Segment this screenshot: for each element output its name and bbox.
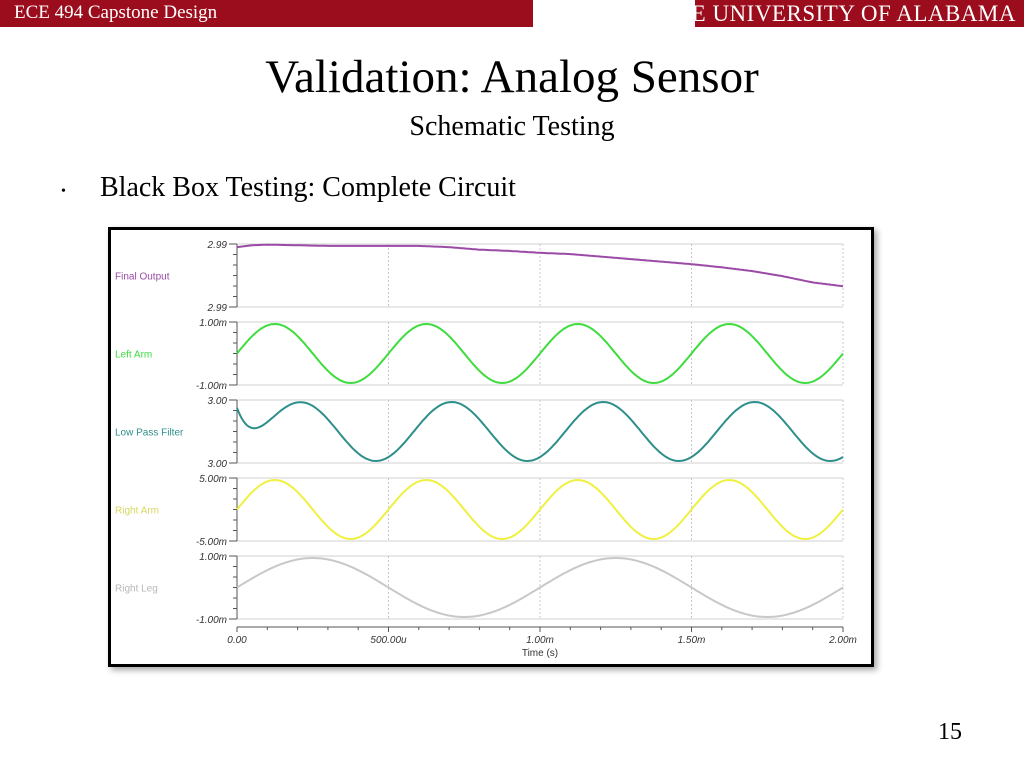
y-tick-label-max: 2.99: [207, 240, 228, 251]
x-tick-label: 2.00m: [828, 635, 857, 646]
y-tick-label-min: -1.00m: [196, 615, 227, 626]
header-banner-gap: [533, 0, 695, 27]
university-name: THE UNIVERSITY OF ALABAMA: [659, 1, 1016, 26]
script-a-icon: [497, 0, 521, 26]
slide-subtitle: Schematic Testing: [409, 111, 615, 142]
series-line: [236, 400, 844, 463]
bullet-text: Black Box Testing: Complete Circuit: [100, 172, 516, 203]
y-tick-label-max: 5.00m: [199, 474, 227, 485]
y-tick-label-min: -1.00m: [196, 381, 227, 392]
series-label: Right Leg: [115, 584, 158, 595]
y-tick-label-min: 2.99: [207, 303, 228, 314]
series-label: Final Output: [115, 272, 170, 283]
x-tick-label: 0.00: [227, 635, 247, 646]
series-label: Right Arm: [115, 506, 159, 517]
oscilloscope-chart: 2.99 2.99 Final Output 1.00m -1.00m Left Arm 3…: [115, 240, 857, 659]
series-label: Low Pass Filter: [115, 428, 184, 439]
y-tick-label-max: 3.00: [208, 396, 228, 407]
page-number: 15: [938, 719, 962, 745]
y-tick-label-min: -5.00m: [196, 537, 227, 548]
y-tick-label-min: 3.00: [208, 459, 228, 470]
course-title: ECE 494 Capstone Design: [14, 2, 218, 23]
y-tick-label-max: 1.00m: [199, 552, 227, 563]
series-label: Left Arm: [115, 350, 152, 361]
x-tick-label: 1.50m: [678, 635, 706, 646]
x-tick-label: 1.00m: [526, 635, 554, 646]
scope-chart-frame: 2.99 2.99 Final Output 1.00m -1.00m Left Arm 3…: [108, 227, 874, 667]
bullet-marker: •: [61, 184, 66, 199]
x-axis-label: Time (s): [522, 648, 558, 659]
y-tick-label-max: 1.00m: [199, 318, 227, 329]
x-tick-label: 500.00u: [370, 635, 407, 646]
slide-title: Validation: Analog Sensor: [265, 51, 759, 103]
series-line: [236, 243, 844, 288]
series-line: [236, 557, 844, 618]
series-line: [236, 478, 844, 541]
series-line: [236, 322, 844, 385]
